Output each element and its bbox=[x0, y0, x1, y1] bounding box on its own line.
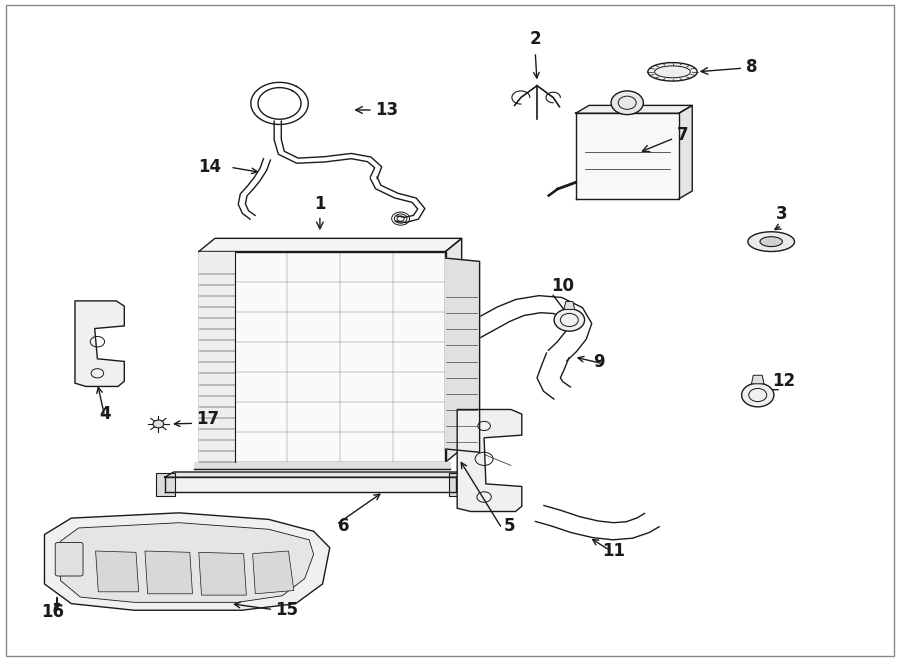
Polygon shape bbox=[165, 472, 465, 477]
Text: 14: 14 bbox=[198, 158, 221, 176]
Text: 17: 17 bbox=[196, 410, 220, 428]
Polygon shape bbox=[446, 239, 462, 462]
Text: 12: 12 bbox=[772, 372, 796, 391]
Circle shape bbox=[742, 383, 774, 407]
Text: 11: 11 bbox=[602, 541, 626, 560]
Polygon shape bbox=[576, 113, 679, 199]
Text: 10: 10 bbox=[552, 277, 574, 295]
Polygon shape bbox=[194, 462, 450, 469]
Polygon shape bbox=[199, 252, 235, 462]
Circle shape bbox=[153, 420, 164, 428]
Polygon shape bbox=[457, 409, 522, 512]
Polygon shape bbox=[449, 473, 469, 496]
Circle shape bbox=[554, 309, 585, 331]
Polygon shape bbox=[156, 473, 176, 496]
Text: 6: 6 bbox=[338, 518, 349, 535]
Polygon shape bbox=[199, 252, 446, 462]
Text: 1: 1 bbox=[314, 195, 326, 229]
Polygon shape bbox=[576, 105, 692, 113]
Text: 9: 9 bbox=[594, 353, 605, 371]
Text: 8: 8 bbox=[701, 58, 758, 77]
Polygon shape bbox=[564, 301, 575, 309]
Polygon shape bbox=[75, 301, 124, 387]
Polygon shape bbox=[679, 105, 692, 199]
Polygon shape bbox=[199, 239, 462, 252]
Circle shape bbox=[611, 91, 644, 114]
Polygon shape bbox=[752, 375, 764, 384]
Polygon shape bbox=[199, 553, 247, 595]
Ellipse shape bbox=[760, 237, 782, 247]
FancyBboxPatch shape bbox=[55, 543, 83, 576]
Text: 2: 2 bbox=[529, 30, 541, 48]
Polygon shape bbox=[60, 523, 313, 602]
Text: 3: 3 bbox=[776, 205, 788, 223]
Polygon shape bbox=[95, 551, 139, 592]
Polygon shape bbox=[44, 513, 329, 610]
Text: 7: 7 bbox=[643, 126, 689, 152]
Text: 5: 5 bbox=[504, 518, 516, 535]
Text: 13: 13 bbox=[356, 101, 399, 119]
Text: 16: 16 bbox=[40, 603, 64, 621]
Ellipse shape bbox=[648, 63, 698, 81]
Polygon shape bbox=[165, 477, 456, 492]
Polygon shape bbox=[446, 258, 480, 452]
Text: 4: 4 bbox=[99, 405, 111, 422]
Text: 15: 15 bbox=[275, 601, 298, 619]
Polygon shape bbox=[145, 551, 193, 594]
Ellipse shape bbox=[748, 232, 795, 252]
Polygon shape bbox=[253, 551, 294, 594]
